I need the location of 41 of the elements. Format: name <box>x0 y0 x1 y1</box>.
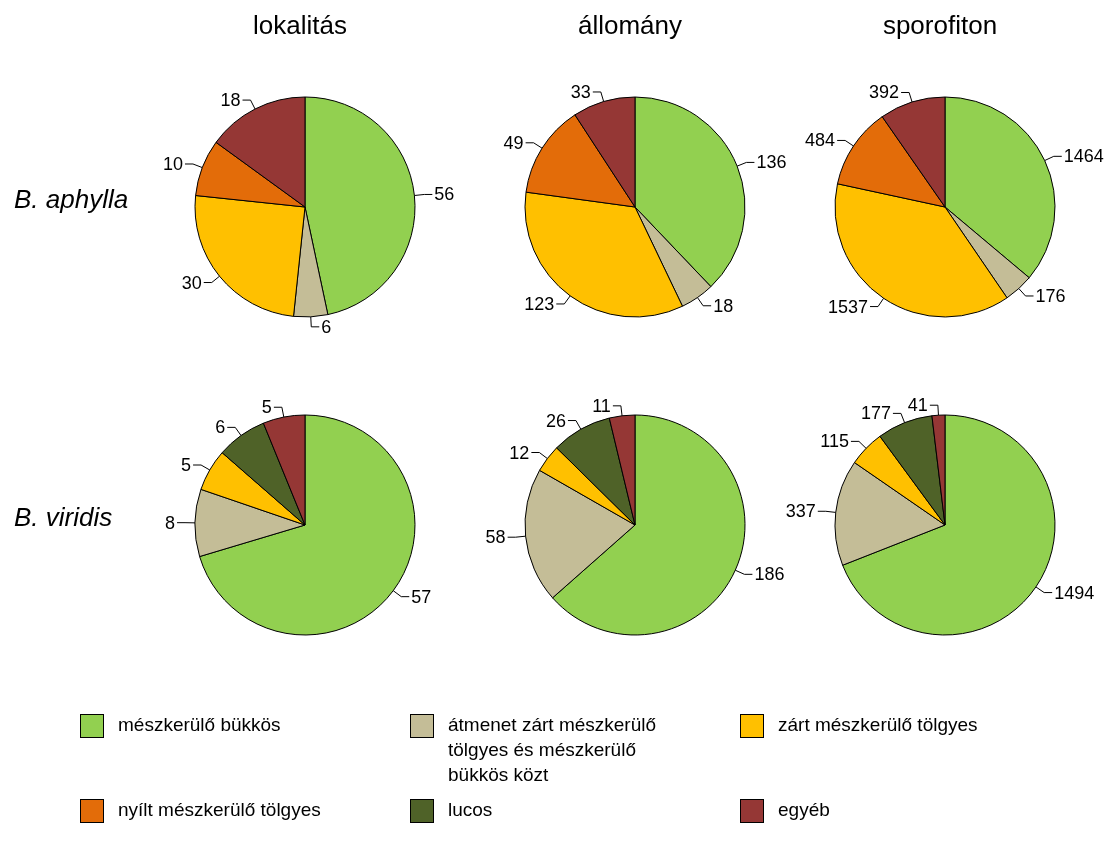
legend-label: átmenet zárt mészkerülő tölgyes és mészkerülő bükkös közt <box>448 713 658 787</box>
data-label: 49 <box>503 132 524 153</box>
data-label: 5 <box>181 455 192 475</box>
data-label: 30 <box>181 272 202 293</box>
data-label: 18 <box>713 295 734 316</box>
data-label: 186 <box>754 564 785 585</box>
data-label: 136 <box>756 152 787 173</box>
data-label: 115 <box>820 431 849 452</box>
data-label: 8 <box>165 512 176 533</box>
data-label: 33 <box>570 81 591 102</box>
legend-label: lucos <box>448 798 494 822</box>
chart-title: állomány <box>576 10 684 41</box>
data-label: 176 <box>1035 285 1066 306</box>
data-label: 1464 <box>1063 146 1104 167</box>
data-label: 12 <box>509 442 530 463</box>
data-label: 11 <box>592 395 611 416</box>
legend-label: egyéb <box>778 798 831 822</box>
text: B. viridis <box>14 502 113 533</box>
data-label: 10 <box>162 154 183 174</box>
data-label: 58 <box>485 527 506 548</box>
legend-label: nyílt mészkerülő tölgyes <box>118 798 322 822</box>
data-label: 337 <box>785 501 816 522</box>
data-label: 5 <box>261 397 272 418</box>
legend-label: zárt mészkerülő tölgyes <box>778 713 979 737</box>
chart-title: sporofiton <box>881 10 999 41</box>
data-label: 484 <box>805 130 836 151</box>
data-label: 392 <box>869 82 900 103</box>
data-label: 56 <box>434 184 455 205</box>
data-label: 177 <box>860 403 891 424</box>
text: B. aphylla <box>14 184 129 215</box>
data-label: 6 <box>321 316 332 337</box>
data-label: 1537 <box>827 296 869 317</box>
data-label: 41 <box>907 395 928 416</box>
chart-title: lokalitás <box>252 10 348 41</box>
data-label: 26 <box>545 410 566 431</box>
data-label: 57 <box>411 586 432 607</box>
data-label: 123 <box>524 293 555 314</box>
data-label: 18 <box>220 90 241 111</box>
data-label: 1494 <box>1054 582 1095 603</box>
data-label: 6 <box>215 417 226 438</box>
legend-label: mészkerülő bükkös <box>118 713 282 737</box>
